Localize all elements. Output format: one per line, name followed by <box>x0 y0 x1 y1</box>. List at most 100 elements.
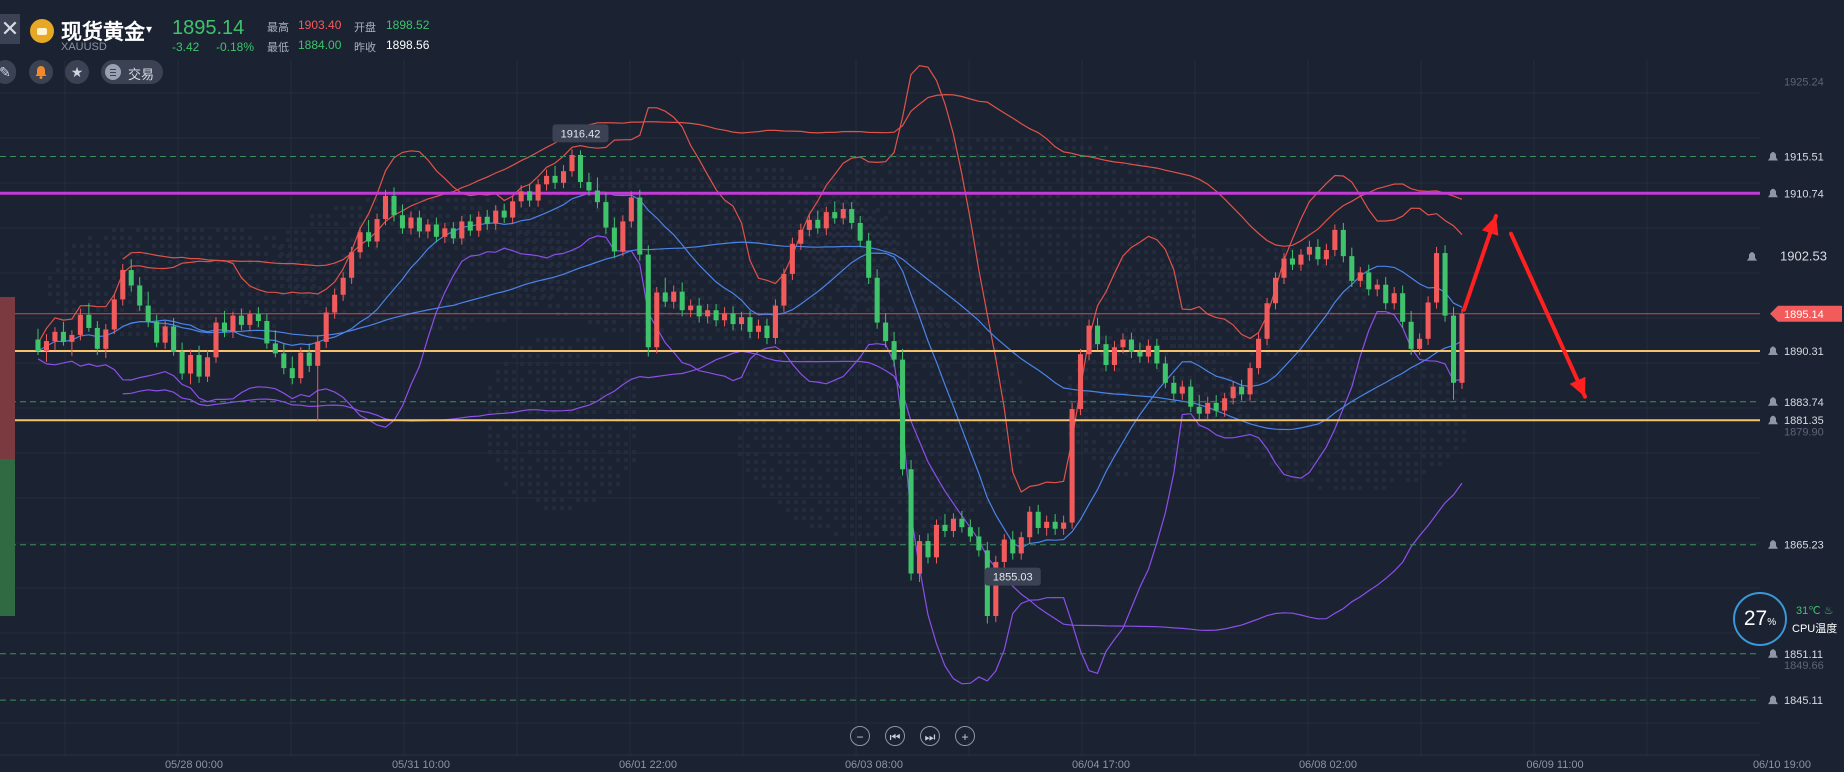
map-dot <box>1008 266 1012 270</box>
map-dot <box>746 404 750 408</box>
map-dot <box>422 278 426 282</box>
map-dot <box>920 178 924 182</box>
map-dot <box>516 232 520 236</box>
map-dot <box>1204 360 1208 364</box>
map-dot <box>748 216 752 220</box>
map-dot <box>1220 432 1224 436</box>
map-dot <box>1342 358 1346 362</box>
map-dot <box>906 452 910 456</box>
map-dot <box>524 248 528 252</box>
map-dot <box>494 238 498 242</box>
bell-icon[interactable] <box>29 60 53 84</box>
map-dot <box>912 146 916 150</box>
map-dot <box>778 396 782 400</box>
map-dot <box>430 254 434 258</box>
map-dot <box>1084 432 1088 436</box>
map-dot <box>430 286 434 290</box>
map-dot <box>1148 376 1152 380</box>
map-dot <box>568 410 572 414</box>
map-dot <box>1000 194 1004 198</box>
map-dot <box>1194 296 1198 300</box>
map-dot <box>518 294 522 298</box>
trade-button[interactable]: 交易 <box>101 60 163 84</box>
map-dot <box>764 280 768 284</box>
map-dot <box>1202 296 1206 300</box>
map-dot <box>1454 430 1458 434</box>
map-dot <box>1018 412 1022 416</box>
star-icon[interactable]: ★ <box>65 60 89 84</box>
map-dot <box>564 248 568 252</box>
map-dot <box>240 236 244 240</box>
zoom-in-icon[interactable]: + <box>955 726 975 746</box>
candle-body <box>823 212 829 229</box>
candle-body <box>213 322 219 358</box>
map-dot <box>748 232 752 236</box>
map-dot <box>788 280 792 284</box>
map-dot <box>1318 430 1322 434</box>
map-dot <box>936 242 940 246</box>
map-dot <box>446 222 450 226</box>
map-dot <box>1136 178 1140 182</box>
map-dot <box>616 410 620 414</box>
zoom-out-icon[interactable]: − <box>850 726 870 746</box>
map-dot <box>152 268 156 272</box>
map-dot <box>1218 256 1222 260</box>
close-icon[interactable]: ✕ <box>0 14 20 44</box>
map-dot <box>1144 170 1148 174</box>
map-dot <box>1310 398 1314 402</box>
map-dot <box>1218 304 1222 308</box>
map-dot <box>858 484 862 488</box>
map-dot <box>1152 234 1156 238</box>
map-dot <box>1056 194 1060 198</box>
draw-tool-icon[interactable]: ✎ <box>0 60 16 84</box>
map-dot <box>866 388 870 392</box>
step-back-icon[interactable]: ⏮ <box>885 726 905 746</box>
map-dot <box>1454 390 1458 394</box>
map-dot <box>1048 194 1052 198</box>
map-dot <box>184 236 188 240</box>
map-dot <box>874 372 878 376</box>
candle-body <box>1069 409 1075 523</box>
map-dot <box>992 218 996 222</box>
map-dot <box>858 500 862 504</box>
map-dot <box>556 304 560 308</box>
map-dot <box>264 252 268 256</box>
map-dot <box>1084 392 1088 396</box>
map-dot <box>520 354 524 358</box>
map-dot <box>1144 202 1148 206</box>
symbol-name[interactable]: 现货黄金 <box>61 21 145 44</box>
map-dot <box>462 310 466 314</box>
map-dot <box>874 492 878 496</box>
map-dot <box>1108 376 1112 380</box>
map-dot <box>1354 296 1358 300</box>
map-dot <box>970 372 974 376</box>
map-dot <box>382 286 386 290</box>
candle-body <box>501 210 507 218</box>
map-dot <box>644 200 648 204</box>
map-dot <box>168 276 172 280</box>
map-dot <box>828 184 832 188</box>
map-dot <box>1128 186 1132 190</box>
map-dot <box>652 208 656 212</box>
map-dot <box>1040 266 1044 270</box>
step-forward-icon[interactable]: ⏭ <box>920 726 940 746</box>
map-dot <box>930 532 934 536</box>
map-dot <box>526 302 530 306</box>
map-dot <box>1362 296 1366 300</box>
map-dot <box>938 452 942 456</box>
map-dot <box>1218 272 1222 276</box>
map-dot <box>1180 424 1184 428</box>
map-dot <box>836 280 840 284</box>
map-dot <box>326 238 330 242</box>
map-dot <box>962 404 966 408</box>
chevron-down-icon[interactable]: ▾ <box>146 22 153 36</box>
map-dot <box>310 302 314 306</box>
map-dot <box>576 458 580 462</box>
map-dot <box>858 516 862 520</box>
map-dot <box>1088 186 1092 190</box>
map-dot <box>486 270 490 274</box>
map-dot <box>668 232 672 236</box>
map-dot <box>936 250 940 254</box>
map-dot <box>414 286 418 290</box>
